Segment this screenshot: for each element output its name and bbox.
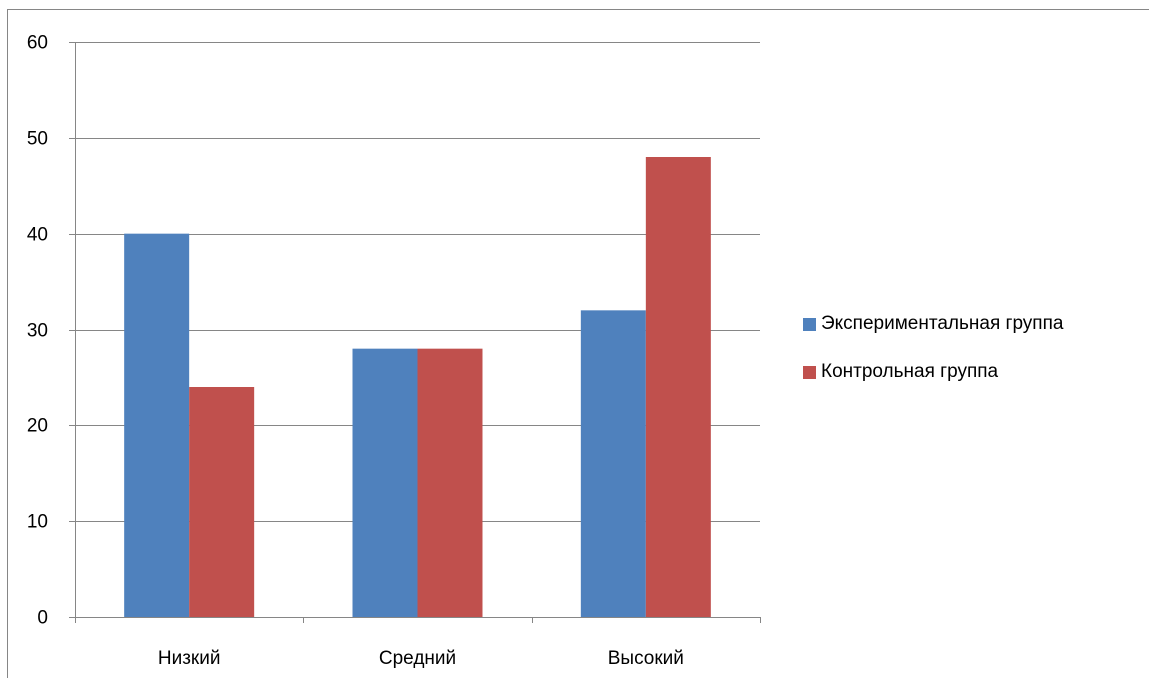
y-tick-label: 30: [27, 321, 48, 342]
bars: [124, 157, 711, 617]
y-tick-label: 40: [27, 225, 48, 246]
y-tick-label: 10: [27, 512, 48, 533]
legend-item-experimental: Экспериментальная группа: [803, 312, 1063, 336]
bar-control-2: [645, 157, 711, 617]
bar-control-0: [189, 387, 255, 617]
bar-control-1: [417, 348, 483, 617]
x-tick-label: Средний: [379, 648, 456, 669]
x-tick-label: Низкий: [158, 648, 221, 669]
y-tick-label: 20: [27, 416, 48, 437]
legend-swatch-experimental: [803, 317, 816, 331]
bar-experimental-2: [580, 310, 646, 617]
legend-swatch-control: [803, 365, 816, 379]
chart-border: [7, 9, 1149, 678]
y-tick-label: 60: [27, 33, 48, 54]
legend: Экспериментальная группа Контрольная гру…: [803, 312, 1063, 408]
bar-experimental-0: [124, 233, 190, 617]
bar-experimental-1: [352, 348, 418, 617]
tick-labels: 0 10 20 30 40 50 60 Низкий Средний Высокий: [27, 33, 684, 670]
legend-label-control: Контрольная группа: [821, 361, 999, 382]
y-tick-label: 0: [37, 608, 48, 629]
y-tick-label: 50: [27, 129, 48, 150]
legend-item-control: Контрольная группа: [803, 360, 1063, 384]
legend-label-experimental: Экспериментальная группа: [821, 313, 1064, 334]
x-tick-label: Высокий: [608, 648, 684, 669]
axes: [69, 42, 761, 623]
